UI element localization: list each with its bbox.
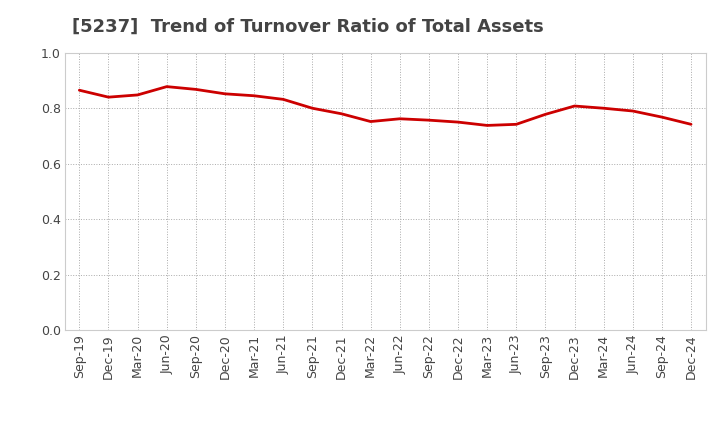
Text: [5237]  Trend of Turnover Ratio of Total Assets: [5237] Trend of Turnover Ratio of Total … [72,18,544,36]
